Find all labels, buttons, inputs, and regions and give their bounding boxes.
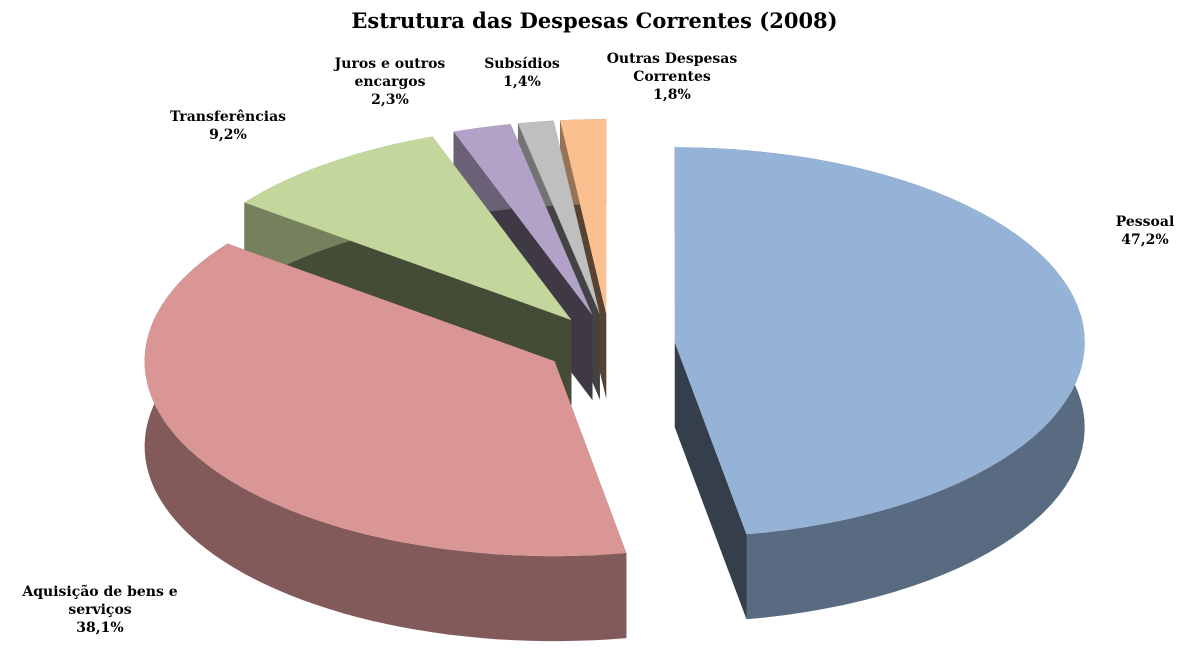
slice — [453, 124, 593, 316]
slice-side — [674, 342, 747, 620]
label-value: 47,2% — [1121, 232, 1169, 248]
slice — [244, 136, 572, 321]
label-name: Juros e outros encargos — [334, 56, 446, 90]
data-label: Subsídios 1,4% — [472, 55, 572, 91]
slice — [674, 147, 1085, 535]
label-name: Outras Despesas Correntes — [606, 51, 738, 85]
slice — [560, 119, 607, 315]
label-value: 1,8% — [653, 87, 691, 103]
slice — [518, 120, 600, 315]
label-value: 9,2% — [209, 127, 247, 143]
label-name: Subsídios — [484, 56, 560, 72]
data-label: Pessoal 47,2% — [1090, 213, 1189, 249]
label-name: Transferências — [169, 109, 287, 125]
label-name: Pessoal — [1115, 214, 1175, 230]
label-value: 2,3% — [371, 92, 409, 108]
data-label: Outras Despesas Correntes 1,8% — [592, 50, 752, 104]
data-label: Aquisição de bens e serviços 38,1% — [0, 583, 200, 637]
slice-rim — [144, 243, 627, 642]
label-value: 38,1% — [76, 620, 124, 636]
slice — [144, 243, 627, 557]
data-label: Transferências 9,2% — [153, 108, 303, 144]
label-value: 1,4% — [503, 74, 541, 90]
label-name: Aquisição de bens e serviços — [22, 584, 178, 618]
chart-title: Estrutura das Despesas Correntes (2008) — [351, 8, 838, 33]
data-label: Juros e outros encargos 2,3% — [320, 55, 460, 109]
